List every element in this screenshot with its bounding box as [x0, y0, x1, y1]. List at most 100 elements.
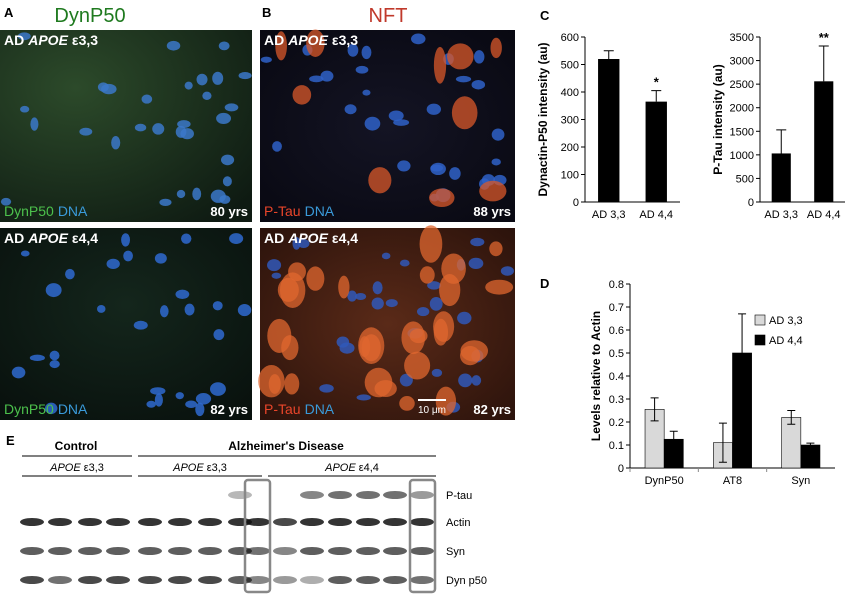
bar — [814, 81, 834, 202]
stain-label: DynP50 DNA — [4, 401, 88, 417]
genotype-label: APOE ε3,3 — [49, 462, 104, 474]
error-bar — [651, 90, 662, 102]
nucleus — [49, 360, 60, 369]
nucleus — [237, 303, 252, 317]
scale-bar-label: 10 μm — [418, 405, 446, 416]
stain: DNA — [58, 203, 88, 219]
panel-label: B — [262, 5, 271, 20]
band — [300, 518, 324, 526]
nucleus — [455, 75, 472, 83]
nucleus — [216, 112, 232, 124]
band — [356, 518, 380, 526]
nucleus — [449, 167, 461, 180]
allele: ε3,3 — [84, 462, 104, 474]
gene: APOE — [27, 230, 68, 246]
nucleus — [159, 305, 169, 318]
nucleus — [347, 290, 357, 302]
nucleus — [292, 237, 301, 250]
nucleus — [372, 281, 383, 295]
allele: ε4,4 — [72, 230, 98, 246]
nucleus — [192, 187, 202, 201]
tangle — [451, 96, 478, 130]
tangle — [292, 85, 312, 105]
nucleus — [212, 71, 224, 85]
band — [410, 518, 434, 526]
gene: APOE — [287, 32, 328, 48]
charts: 0 100 200 300 400 500 600 Dynactin-P50 intensit… — [536, 30, 845, 487]
band — [106, 576, 130, 584]
nucleus — [184, 81, 193, 90]
tangle — [364, 367, 393, 398]
tangle — [306, 29, 325, 57]
y-tick-label: 600 — [561, 32, 579, 44]
nucleus — [11, 366, 26, 379]
tangle — [429, 188, 455, 208]
nucleus — [267, 259, 282, 272]
band — [328, 491, 352, 499]
band — [410, 491, 434, 499]
band — [138, 576, 162, 584]
nucleus — [20, 105, 30, 113]
band — [383, 491, 407, 499]
allele: ε3,3 — [72, 32, 98, 48]
y-tick-label: 0.8 — [609, 279, 624, 291]
nucleus — [411, 33, 426, 45]
x-tick-label: Syn — [791, 475, 810, 487]
nucleus — [218, 41, 230, 51]
nucleus — [260, 56, 272, 63]
panel-label: A — [4, 5, 14, 20]
band — [198, 576, 222, 584]
band — [383, 518, 407, 526]
nucleus — [209, 382, 226, 396]
gene: APOE — [49, 462, 81, 474]
genotype-label: APOE ε4,4 — [324, 462, 379, 474]
nucleus — [473, 50, 485, 64]
band — [273, 576, 297, 584]
band — [20, 576, 44, 584]
bar — [771, 153, 791, 202]
age-label: 82 yrs — [210, 402, 248, 417]
panel-title: DynP50 — [54, 5, 125, 27]
nucleus — [371, 297, 384, 310]
nucleus — [45, 283, 62, 298]
allele: ε4,4 — [332, 230, 358, 246]
genotype-label: APOE ε3,3 — [172, 462, 227, 474]
allele: ε3,3 — [332, 32, 358, 48]
nucleus — [364, 116, 381, 131]
gene: APOE — [287, 230, 328, 246]
panel-label: C — [540, 8, 550, 23]
group: AD — [264, 32, 284, 48]
tangle — [277, 277, 299, 302]
nucleus — [399, 259, 410, 267]
tangle — [404, 351, 431, 380]
nucleus — [195, 393, 212, 405]
stain: P-Tau — [264, 203, 301, 219]
band — [300, 547, 324, 555]
gene: APOE — [27, 32, 68, 48]
nucleus — [220, 154, 235, 166]
band — [138, 547, 162, 555]
nucleus — [431, 368, 443, 377]
band — [356, 576, 380, 584]
nucleus — [491, 158, 501, 166]
band — [410, 547, 434, 555]
y-tick-label: 2500 — [730, 79, 754, 91]
genotype-label: AD APOE ε4,4 — [4, 230, 98, 246]
band — [410, 576, 434, 584]
significance: ** — [819, 30, 830, 45]
tangle — [433, 311, 455, 342]
nucleus — [468, 257, 484, 269]
band — [273, 547, 297, 555]
nucleus — [222, 176, 232, 187]
y-tick-label: 1000 — [730, 150, 754, 162]
nucleus — [195, 402, 205, 417]
nucleus — [212, 301, 223, 311]
tangle — [447, 43, 474, 70]
nucleus — [381, 252, 391, 260]
group-label: Alzheimer's Disease — [228, 439, 344, 453]
bar — [645, 101, 667, 202]
nucleus — [44, 402, 58, 415]
tangle — [368, 167, 392, 194]
